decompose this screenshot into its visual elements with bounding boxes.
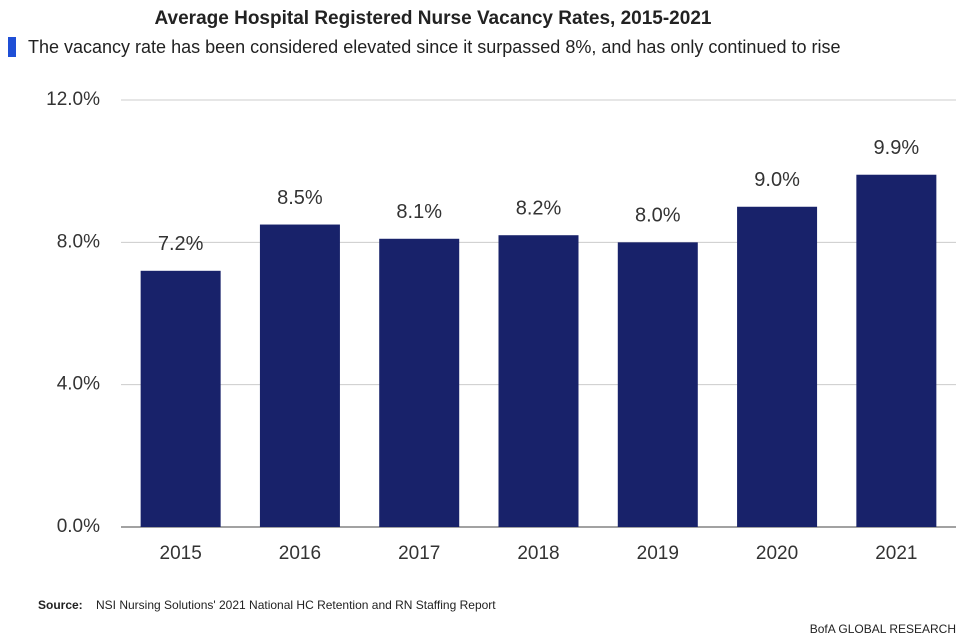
bar: [856, 174, 937, 527]
bar: [379, 238, 460, 527]
x-tick-label: 2018: [517, 543, 559, 564]
data-label: 9.9%: [874, 137, 920, 159]
data-label: 8.0%: [635, 205, 681, 227]
subtitle-marker: [8, 37, 16, 57]
y-tick-label: 0.0%: [57, 516, 100, 537]
bar: [140, 270, 221, 527]
footer: BofA GLOBAL RESEARCH: [810, 622, 956, 636]
x-tick-label: 2016: [279, 543, 321, 564]
data-label: 8.5%: [277, 187, 323, 209]
bar: [498, 235, 579, 527]
x-tick-label: 2021: [875, 543, 917, 564]
data-label: 9.0%: [754, 169, 800, 191]
x-tick-label: 2020: [756, 543, 798, 564]
data-label: 7.2%: [158, 233, 204, 255]
bar: [259, 224, 340, 527]
bar: [737, 206, 818, 527]
subtitle: The vacancy rate has been considered ele…: [28, 37, 841, 57]
data-label: 8.2%: [516, 197, 562, 219]
y-tick-label: 4.0%: [57, 374, 100, 395]
source-label: Source:: [38, 598, 83, 612]
y-tick-label: 8.0%: [57, 231, 100, 252]
x-tick-label: 2017: [398, 543, 440, 564]
y-tick-label: 12.0%: [46, 89, 100, 110]
chart-title: Average Hospital Registered Nurse Vacanc…: [155, 8, 712, 29]
x-tick-label: 2019: [637, 543, 679, 564]
source: NSI Nursing Solutions' 2021 National HC …: [96, 598, 496, 612]
bar: [617, 242, 698, 528]
x-tick-label: 2015: [160, 543, 202, 564]
bars: [140, 174, 937, 528]
data-label: 8.1%: [396, 201, 442, 223]
